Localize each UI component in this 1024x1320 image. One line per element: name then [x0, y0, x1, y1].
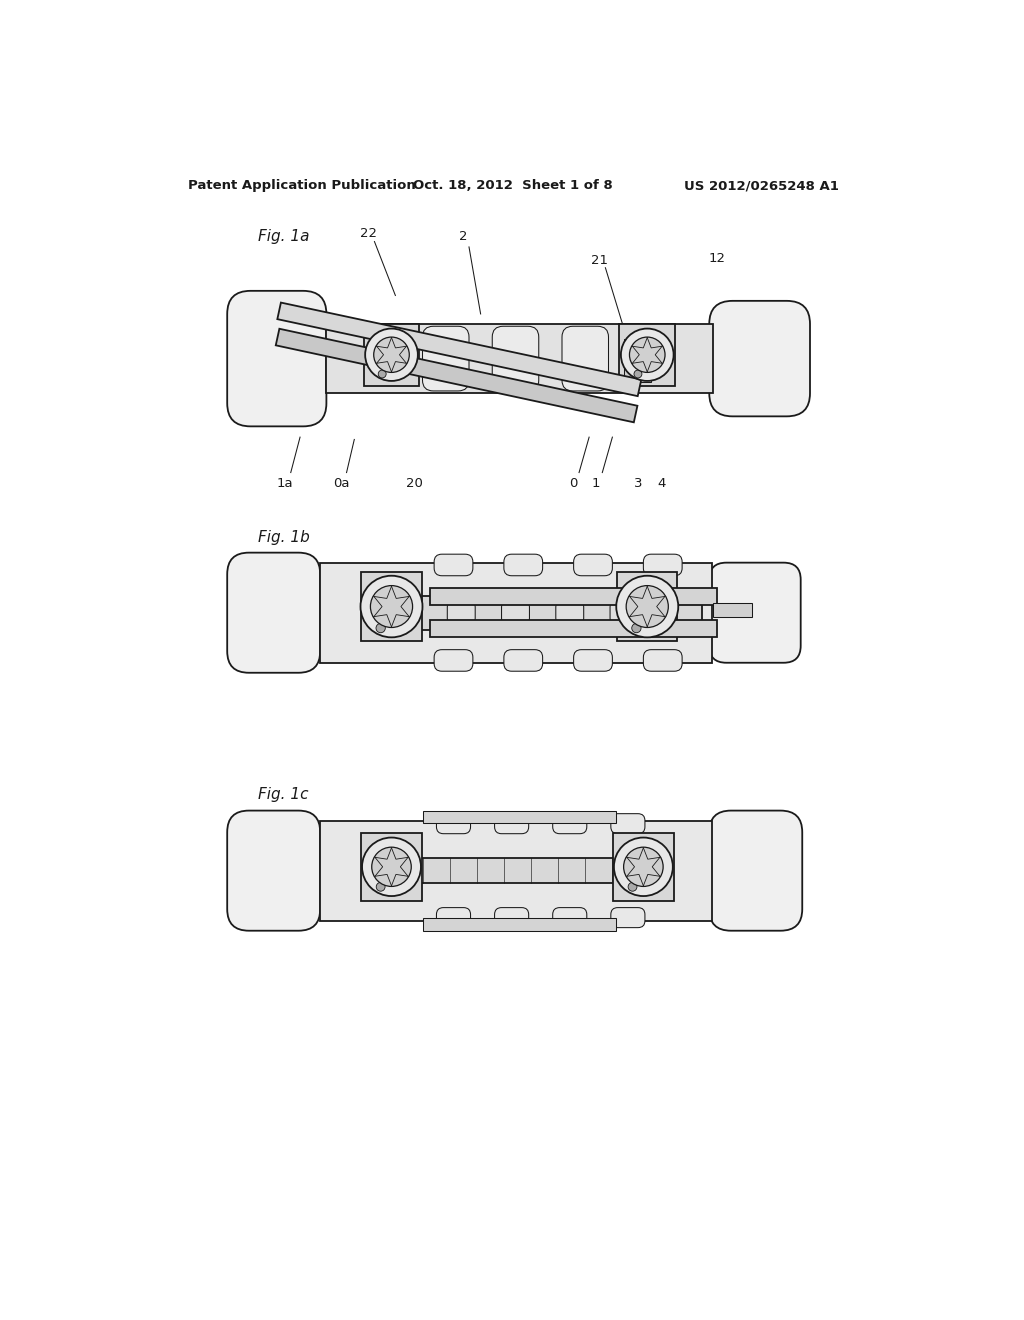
FancyBboxPatch shape: [495, 908, 528, 928]
Bar: [620, 323, 675, 385]
Circle shape: [630, 337, 665, 372]
Text: 0a: 0a: [333, 477, 349, 490]
FancyBboxPatch shape: [556, 601, 584, 624]
Circle shape: [360, 576, 423, 638]
Circle shape: [378, 370, 386, 378]
Bar: [361, 572, 422, 642]
FancyBboxPatch shape: [504, 649, 543, 671]
Text: 1a: 1a: [276, 477, 293, 490]
FancyBboxPatch shape: [436, 813, 471, 834]
Bar: [321, 562, 712, 663]
Circle shape: [632, 623, 641, 632]
FancyBboxPatch shape: [227, 290, 327, 426]
Text: 12: 12: [709, 252, 725, 265]
Text: 2: 2: [459, 231, 467, 243]
Circle shape: [628, 883, 637, 891]
FancyBboxPatch shape: [710, 810, 802, 931]
FancyBboxPatch shape: [611, 813, 645, 834]
Bar: [713, 603, 752, 616]
Bar: [326, 323, 713, 393]
Bar: [613, 833, 674, 900]
Text: Fig. 1a: Fig. 1a: [258, 230, 309, 244]
Bar: [423, 810, 616, 822]
FancyBboxPatch shape: [495, 813, 528, 834]
Circle shape: [372, 847, 412, 887]
Bar: [617, 572, 678, 642]
FancyBboxPatch shape: [434, 649, 473, 671]
Circle shape: [362, 838, 421, 896]
Text: Oct. 18, 2012  Sheet 1 of 8: Oct. 18, 2012 Sheet 1 of 8: [414, 180, 613, 193]
Circle shape: [374, 337, 410, 372]
FancyBboxPatch shape: [553, 908, 587, 928]
FancyBboxPatch shape: [227, 810, 321, 931]
Text: 0: 0: [568, 477, 578, 490]
Bar: [430, 589, 717, 605]
Bar: [364, 323, 420, 385]
Bar: [423, 919, 616, 931]
Circle shape: [634, 370, 642, 378]
Polygon shape: [278, 302, 641, 396]
FancyBboxPatch shape: [573, 649, 612, 671]
FancyBboxPatch shape: [493, 326, 539, 391]
Circle shape: [626, 586, 669, 627]
Bar: [361, 833, 422, 900]
FancyBboxPatch shape: [710, 562, 801, 663]
Circle shape: [376, 623, 385, 632]
FancyBboxPatch shape: [434, 554, 473, 576]
Bar: [624, 339, 651, 381]
Circle shape: [371, 586, 413, 627]
FancyBboxPatch shape: [553, 813, 587, 834]
Circle shape: [621, 329, 674, 381]
FancyBboxPatch shape: [643, 649, 682, 671]
Circle shape: [624, 847, 664, 887]
FancyBboxPatch shape: [610, 601, 638, 624]
Text: 3: 3: [634, 477, 642, 490]
FancyBboxPatch shape: [423, 326, 469, 391]
Bar: [384, 858, 651, 883]
FancyBboxPatch shape: [573, 554, 612, 576]
Text: 4: 4: [657, 477, 666, 490]
FancyBboxPatch shape: [562, 326, 608, 391]
Polygon shape: [275, 329, 637, 422]
Text: Patent Application Publication: Patent Application Publication: [188, 180, 416, 193]
Text: 22: 22: [359, 227, 377, 240]
Text: Fig. 1b: Fig. 1b: [258, 529, 310, 545]
Text: 1: 1: [592, 477, 600, 490]
FancyBboxPatch shape: [436, 908, 471, 928]
Circle shape: [366, 329, 418, 381]
Text: 20: 20: [407, 477, 423, 490]
FancyBboxPatch shape: [643, 554, 682, 576]
FancyBboxPatch shape: [611, 908, 645, 928]
FancyBboxPatch shape: [504, 554, 543, 576]
FancyBboxPatch shape: [227, 553, 321, 673]
Circle shape: [376, 883, 385, 891]
Bar: [321, 821, 712, 921]
FancyBboxPatch shape: [447, 601, 475, 624]
FancyBboxPatch shape: [502, 601, 529, 624]
Bar: [430, 620, 717, 638]
Circle shape: [616, 576, 678, 638]
Circle shape: [614, 838, 673, 896]
Text: Fig. 1c: Fig. 1c: [258, 788, 308, 803]
Bar: [384, 595, 701, 630]
FancyBboxPatch shape: [710, 301, 810, 416]
Text: 21: 21: [591, 253, 607, 267]
Text: US 2012/0265248 A1: US 2012/0265248 A1: [684, 180, 840, 193]
